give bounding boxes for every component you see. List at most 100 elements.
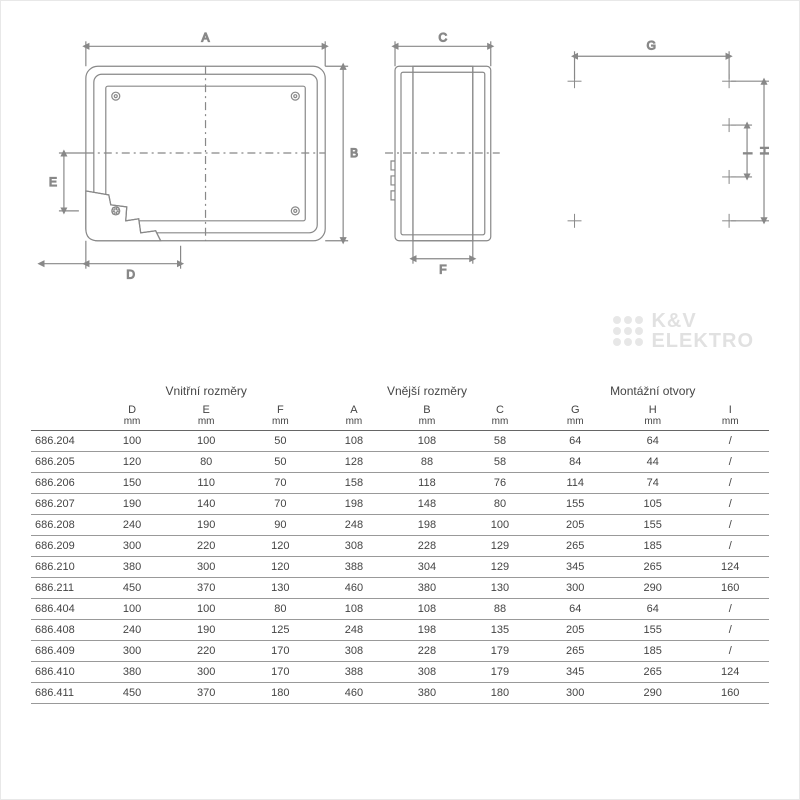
table-cell: 198	[317, 494, 390, 515]
table-cell: /	[691, 515, 769, 536]
table-cell: 248	[317, 620, 390, 641]
table-cell: 84	[537, 452, 614, 473]
table-cell: /	[691, 641, 769, 662]
table-cell: 129	[463, 557, 536, 578]
table-cell: 300	[537, 683, 614, 704]
column-header: B	[390, 402, 463, 416]
dim-label-f: F	[439, 263, 446, 277]
table-cell: 50	[243, 431, 317, 452]
table-cell: 345	[537, 662, 614, 683]
table-cell: 125	[243, 620, 317, 641]
table-cell: 100	[169, 599, 243, 620]
table-cell: 460	[317, 578, 390, 599]
table-cell: 265	[537, 536, 614, 557]
table-cell: 158	[317, 473, 390, 494]
column-unit: mm	[390, 416, 463, 431]
table-cell: 345	[537, 557, 614, 578]
table-row: 686.410380300170388308179345265124	[31, 662, 769, 683]
table-cell: 205	[537, 515, 614, 536]
table-cell: 185	[614, 536, 691, 557]
table-cell: 130	[463, 578, 536, 599]
dim-label-g: G	[647, 38, 656, 52]
table-cell: 100	[95, 599, 169, 620]
table-cell: 170	[243, 641, 317, 662]
table-cell: 170	[243, 662, 317, 683]
table-cell: 70	[243, 494, 317, 515]
table-row: 686.206150110701581187611474/	[31, 473, 769, 494]
table-cell: 155	[614, 620, 691, 641]
table-cell: 190	[169, 620, 243, 641]
table-cell: 179	[463, 641, 536, 662]
table-cell: 100	[169, 431, 243, 452]
table-cell: /	[691, 536, 769, 557]
watermark-logo-icon	[613, 316, 643, 346]
table-cell: 74	[614, 473, 691, 494]
table-cell: 118	[390, 473, 463, 494]
table-row: 686.40410010080108108886464/	[31, 599, 769, 620]
table-cell: 129	[463, 536, 536, 557]
part-number: 686.210	[31, 557, 95, 578]
table-cell: 150	[95, 473, 169, 494]
table-cell: 190	[169, 515, 243, 536]
table-cell: 388	[317, 662, 390, 683]
technical-diagrams: A B D E	[1, 1, 799, 281]
table-cell: 308	[317, 641, 390, 662]
part-number: 686.209	[31, 536, 95, 557]
table-cell: /	[691, 620, 769, 641]
table-cell: 220	[169, 641, 243, 662]
column-header: G	[537, 402, 614, 416]
table-cell: 380	[390, 578, 463, 599]
dim-label-b: B	[350, 146, 358, 160]
table-cell: 64	[537, 431, 614, 452]
table-cell: 64	[614, 599, 691, 620]
watermark-line2: ELEKTRO	[651, 331, 754, 351]
table-cell: 308	[390, 662, 463, 683]
table-cell: 100	[463, 515, 536, 536]
table-cell: 179	[463, 662, 536, 683]
table-cell: 64	[537, 599, 614, 620]
table-cell: 76	[463, 473, 536, 494]
part-number: 686.207	[31, 494, 95, 515]
table-cell: 300	[95, 536, 169, 557]
dimensions-table: Vnitřní rozměryVnější rozměryMontážní ot…	[31, 381, 769, 704]
table-cell: 228	[390, 536, 463, 557]
table-cell: 300	[169, 557, 243, 578]
table-cell: 114	[537, 473, 614, 494]
table-cell: 388	[317, 557, 390, 578]
table-cell: 180	[243, 683, 317, 704]
column-unit: mm	[691, 416, 769, 431]
table-cell: 380	[390, 683, 463, 704]
watermark: K&V ELEKTRO	[613, 311, 754, 351]
column-unit: mm	[614, 416, 691, 431]
table-cell: 110	[169, 473, 243, 494]
column-unit: mm	[243, 416, 317, 431]
table-cell: 205	[537, 620, 614, 641]
column-header: I	[691, 402, 769, 416]
table-cell: 450	[95, 578, 169, 599]
table-row: 686.20410010050108108586464/	[31, 431, 769, 452]
table-cell: 58	[463, 431, 536, 452]
table-cell: 105	[614, 494, 691, 515]
table-cell: 88	[463, 599, 536, 620]
table-cell: 380	[95, 557, 169, 578]
table-cell: 300	[537, 578, 614, 599]
table-row: 686.205120805012888588444/	[31, 452, 769, 473]
table-cell: 140	[169, 494, 243, 515]
table-cell: 155	[614, 515, 691, 536]
table-cell: 220	[169, 536, 243, 557]
table-cell: 80	[243, 599, 317, 620]
column-header: H	[614, 402, 691, 416]
column-unit: mm	[169, 416, 243, 431]
table-cell: 90	[243, 515, 317, 536]
table-cell: 290	[614, 578, 691, 599]
table-row: 686.408240190125248198135205155/	[31, 620, 769, 641]
table-cell: 370	[169, 578, 243, 599]
dim-label-c: C	[439, 31, 448, 44]
table-cell: 450	[95, 683, 169, 704]
table-cell: 185	[614, 641, 691, 662]
table-cell: 100	[95, 431, 169, 452]
table-row: 686.210380300120388304129345265124	[31, 557, 769, 578]
table-cell: 180	[463, 683, 536, 704]
table-cell: 58	[463, 452, 536, 473]
table-cell: /	[691, 599, 769, 620]
